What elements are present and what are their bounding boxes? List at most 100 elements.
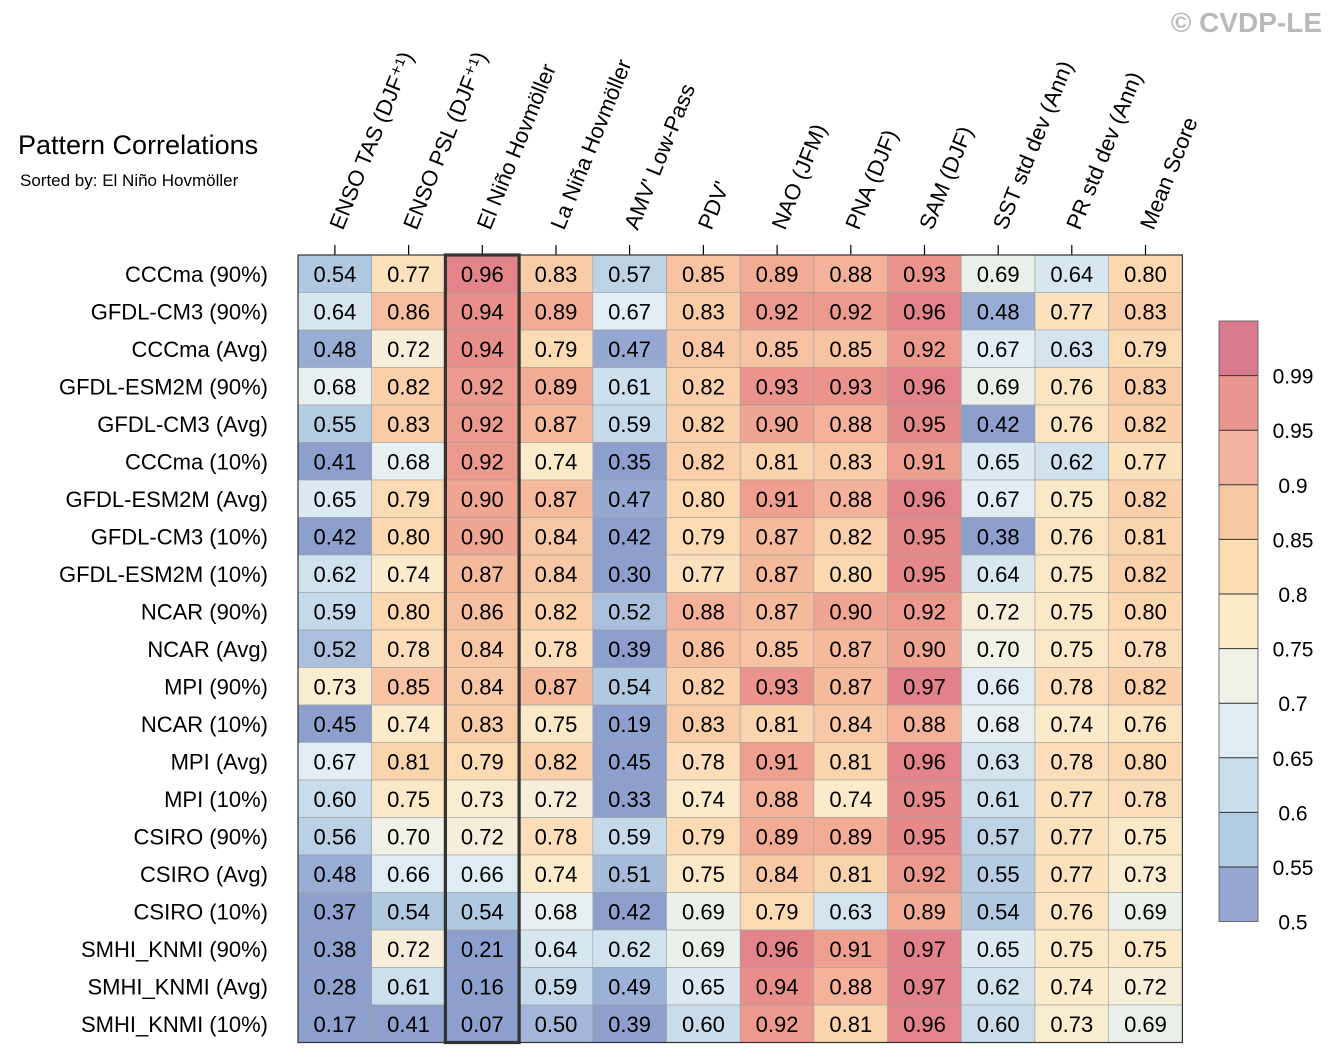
heatmap-cell [371, 704, 446, 743]
row-label: GFDL-CM3 (Avg) [97, 412, 268, 437]
cell-value-label: 0.72 [387, 937, 430, 962]
heatmap-cell [1034, 517, 1109, 556]
heatmap-cell [445, 854, 520, 893]
cell-value-label: 0.45 [608, 749, 651, 774]
cell-value-label: 0.94 [461, 337, 504, 362]
cell-value-label: 0.80 [387, 524, 430, 549]
cell-value-label: 0.52 [608, 599, 651, 624]
heatmap-frame [297, 254, 1184, 1044]
heatmap-cell [739, 592, 815, 631]
heatmap-cell [371, 929, 446, 968]
heatmap-cell [1034, 967, 1109, 1006]
cell-value-label: 0.82 [682, 674, 725, 699]
cell-value-label: 0.87 [535, 674, 578, 699]
heatmap-cell [813, 704, 888, 743]
cell-value-label: 0.95 [903, 524, 946, 549]
colorbar-swatch [1219, 867, 1258, 922]
heatmap-cell [445, 592, 520, 631]
heatmap-cell [960, 854, 1036, 893]
cell-value-label: 0.81 [756, 712, 799, 737]
cell-value-label: 0.48 [977, 299, 1020, 324]
heatmap-cell [518, 667, 594, 706]
heatmap-cell [960, 629, 1036, 668]
colorbar-swatch [1219, 484, 1258, 540]
heatmap-cell [297, 442, 372, 481]
heatmap-cell [1108, 892, 1183, 931]
heatmap-cell [297, 1004, 372, 1043]
heatmap-cell [445, 517, 520, 556]
heatmap-cell [813, 479, 888, 518]
heatmap-cell [739, 404, 815, 443]
cell-value-label: 0.87 [461, 562, 504, 587]
cell-value-label: 0.85 [682, 262, 725, 287]
heatmap-cell [518, 292, 594, 331]
cell-value-label: 0.80 [1124, 262, 1167, 287]
cell-value-label: 0.65 [313, 487, 356, 512]
heatmap-cell [297, 967, 372, 1006]
heatmap-cell [887, 967, 962, 1006]
cell-value-label: 0.82 [682, 374, 725, 399]
cell-value-label: 0.74 [387, 712, 430, 737]
cell-value-label: 0.97 [903, 974, 946, 999]
cell-value-label: 0.90 [461, 487, 504, 512]
heatmap-cell [518, 967, 594, 1006]
cell-value-label: 0.77 [1050, 299, 1093, 324]
cell-value-label: 0.85 [756, 637, 799, 662]
heatmap-cell [518, 1004, 594, 1043]
row-label: GFDL-CM3 (10%) [91, 524, 268, 549]
heatmap-cell [592, 817, 667, 856]
heatmap-cell [297, 742, 372, 781]
heatmap-cell [960, 367, 1036, 406]
cell-value-label: 0.76 [1124, 712, 1167, 737]
cell-value-label: 0.69 [977, 262, 1020, 287]
heatmap-cell [666, 629, 741, 668]
row-label: MPI (90%) [164, 674, 268, 699]
cell-value-label: 0.81 [829, 1012, 872, 1037]
row-label: GFDL-CM3 (90%) [91, 299, 268, 324]
heatmap-cell [445, 892, 520, 931]
heatmap-cell [371, 892, 446, 931]
cell-value-label: 0.70 [977, 637, 1020, 662]
cell-value-label: 0.97 [903, 937, 946, 962]
heatmap-cell [445, 967, 520, 1006]
cell-value-label: 0.57 [608, 262, 651, 287]
cell-value-label: 0.78 [682, 749, 725, 774]
cell-value-label: 0.54 [387, 899, 430, 924]
heatmap-cell [518, 704, 594, 743]
heatmap-cell [297, 554, 372, 593]
heatmap-cell [592, 442, 667, 481]
row-label: CCCma (Avg) [131, 337, 268, 362]
heatmap-cell [666, 779, 741, 818]
colorbar-swatch [1219, 648, 1258, 704]
cell-value-label: 0.67 [608, 299, 651, 324]
cell-value-label: 0.67 [977, 337, 1020, 362]
heatmap-cell [666, 329, 741, 368]
heatmap-cell [1108, 254, 1183, 293]
colorbar-swatch [1219, 430, 1258, 485]
heatmap-cell [739, 554, 815, 593]
cell-value-label: 0.75 [1124, 824, 1167, 849]
heatmap-cell [813, 667, 888, 706]
cell-value-label: 0.88 [829, 487, 872, 512]
colorbar-swatch [1219, 812, 1258, 867]
heatmap-cell [1034, 254, 1109, 293]
cell-value-label: 0.54 [461, 899, 504, 924]
cell-value-label: 0.47 [608, 337, 651, 362]
heatmap-cell [960, 742, 1036, 781]
heatmap-cell [445, 817, 520, 856]
cell-value-label: 0.56 [313, 824, 356, 849]
heatmap-cell [1034, 554, 1109, 593]
cell-value-label: 0.61 [608, 374, 651, 399]
heatmap-cell [887, 329, 962, 368]
heatmap-cell [518, 404, 594, 443]
heatmap-cell [887, 517, 962, 556]
cell-value-label: 0.19 [608, 712, 651, 737]
heatmap-cell [960, 892, 1036, 931]
cell-value-label: 0.78 [1124, 787, 1167, 812]
heatmap-cell [1034, 742, 1109, 781]
heatmap-cell [371, 629, 446, 668]
heatmap-cell [960, 929, 1036, 968]
heatmap-cell [813, 629, 888, 668]
cell-value-label: 0.39 [608, 637, 651, 662]
cell-value-label: 0.38 [313, 937, 356, 962]
